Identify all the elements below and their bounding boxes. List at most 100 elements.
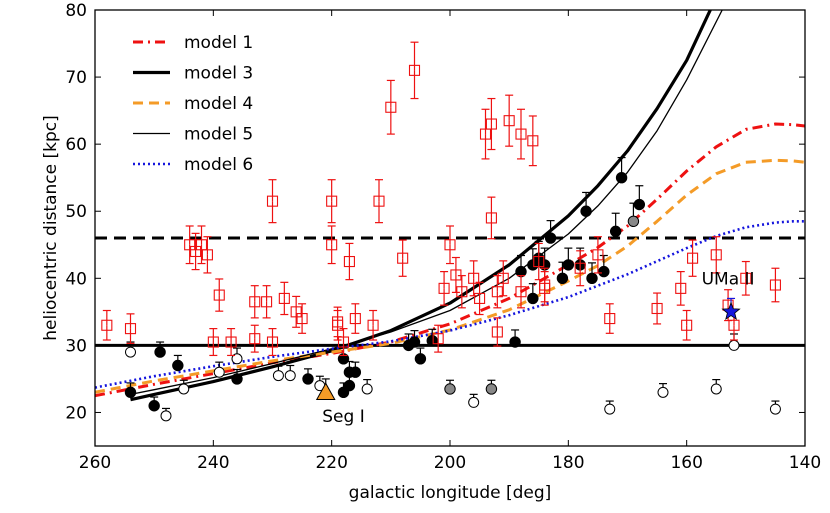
open-square-point (278, 292, 290, 304)
seg-i-triangle-marker (315, 382, 336, 401)
open-square-point (261, 296, 273, 308)
y-tick-label: 20 (65, 403, 87, 423)
x-tick-label: 220 (315, 453, 347, 473)
open-square-point (225, 336, 237, 348)
open-circle-point (361, 383, 373, 395)
open-square-point (373, 195, 385, 207)
grey-circle-point (485, 383, 498, 395)
open-square-point (681, 319, 693, 331)
open-square-point (479, 128, 492, 140)
x-tick-label: 140 (789, 453, 821, 473)
x-tick-label: 160 (670, 453, 702, 473)
grey-circle-point (444, 383, 456, 395)
legend-label-model-1: model 1 (184, 33, 253, 53)
open-square-point (326, 239, 338, 251)
filled-circle-point (586, 272, 598, 285)
filled-circle-point (609, 225, 622, 238)
filled-circle-point (231, 373, 243, 385)
filled-circle-point (154, 346, 166, 358)
filled-circle-point (556, 272, 569, 285)
open-circle-point (284, 370, 296, 382)
grey-circle-point (627, 215, 640, 227)
curve-model-6 (95, 220, 805, 389)
x-tick-label: 260 (79, 453, 111, 473)
open-square-point (675, 282, 687, 294)
open-circle-point (272, 370, 284, 382)
y-tick-label: 30 (65, 336, 87, 356)
y-axis-ticks: 20 30 40 50 60 70 80 (65, 1, 805, 423)
open-square-point (740, 272, 752, 284)
x-axis-ticks: 260 240 220 200 180 160 140 (79, 10, 821, 473)
open-square-point (539, 279, 551, 291)
filled-circle-point (302, 373, 314, 385)
y-axis-label: heliocentric distance [kpc] (41, 115, 61, 340)
filled-circle-point (337, 386, 350, 399)
open-square-point (337, 336, 350, 348)
open-square-point (190, 245, 202, 258)
y-tick-label: 80 (65, 1, 87, 21)
open-square-point (332, 316, 344, 328)
open-square-point (249, 333, 261, 345)
open-circle-point (657, 386, 669, 398)
open-square-point (266, 336, 279, 348)
open-square-point (290, 306, 302, 318)
filled-circle-point (615, 171, 628, 184)
legend-label-model-3: model 3 (184, 64, 253, 84)
open-square-point (604, 313, 616, 325)
filled-circle-point (426, 334, 438, 347)
open-square-point (769, 279, 781, 291)
open-circle-point (178, 383, 190, 395)
open-circle-point (769, 403, 781, 415)
filled-circle-point (633, 198, 646, 211)
open-circle-point (160, 410, 172, 422)
open-square-point (444, 239, 456, 251)
open-square-point (527, 135, 539, 147)
open-circle-point (468, 396, 480, 408)
open-circle-point (710, 383, 722, 395)
open-square-point (728, 319, 740, 331)
open-square-point (397, 252, 409, 264)
open-square-point (195, 239, 208, 251)
filled-circle-point (172, 359, 184, 372)
filled-circle-point (349, 366, 362, 378)
open-square-point (497, 272, 509, 284)
open-square-point (432, 333, 444, 345)
filled-circle-point (408, 336, 421, 348)
open-square-point (408, 64, 421, 76)
open-square-point (349, 313, 361, 325)
open-square-point (296, 313, 308, 325)
x-tick-label: 180 (552, 453, 584, 473)
open-square-point (687, 252, 699, 264)
open-square-point (491, 286, 503, 298)
open-square-point (266, 195, 279, 207)
legend: model 1 model 3 model 4 model 5 model 6 (133, 33, 253, 175)
filled-circle-point (562, 259, 575, 271)
open-circle-point (125, 346, 136, 358)
open-square-point (491, 326, 503, 338)
open-square-point (485, 118, 497, 130)
open-square-point (592, 249, 604, 261)
open-square-point (515, 286, 527, 298)
open-square-point (201, 249, 213, 261)
y-tick-label: 40 (65, 269, 87, 289)
open-square-point (438, 282, 450, 294)
y-tick-label: 50 (65, 202, 87, 222)
filled-circle-point (509, 336, 521, 348)
data-points (101, 41, 781, 422)
open-circle-point (231, 353, 243, 365)
open-square-point (213, 289, 225, 301)
open-square-point (468, 272, 480, 284)
uma-ii-star-marker (721, 301, 741, 321)
filled-circle-point (527, 292, 539, 305)
open-square-point (101, 319, 113, 331)
annotations: Seg I UMa II (322, 269, 754, 427)
open-circle-point (604, 403, 616, 415)
filled-circle-point (580, 205, 592, 217)
x-axis-label: galactic longitude [deg] (349, 483, 552, 503)
open-square-point (485, 212, 497, 224)
open-square-point (249, 296, 261, 308)
open-square-point (343, 255, 355, 268)
open-square-point (450, 269, 462, 281)
open-square-point (207, 336, 219, 348)
